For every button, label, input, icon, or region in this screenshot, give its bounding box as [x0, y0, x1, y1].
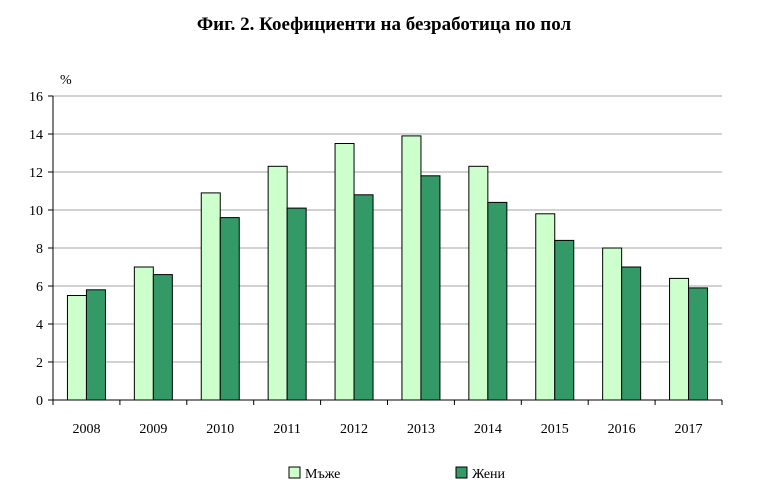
y-tick-label-8: 8	[36, 242, 43, 257]
x-tick-label-2012: 2012	[340, 422, 368, 437]
legend-label-Мъже: Мъже	[305, 467, 340, 482]
x-axis-ticks: 2008 2009 2010 2011 2012 2013 2014 2015 2016 2017	[52, 400, 723, 437]
bar-Жени-2013	[420, 175, 441, 401]
x-tick-label-2017: 2017	[675, 422, 703, 437]
bar-Мъже-2012	[334, 143, 355, 401]
bar-Жени-2016	[621, 266, 642, 401]
bar-Жени-2014	[487, 201, 508, 401]
bars	[66, 135, 709, 401]
legend-swatch-Мъже	[288, 466, 301, 479]
bar-Жени-2011	[286, 207, 307, 401]
bar-Мъже-2009	[133, 266, 154, 401]
y-tick-label-6: 6	[36, 280, 43, 295]
y-axis-ticks: 0 2 4 6 8 10 12 14 16	[29, 90, 53, 409]
bar-Мъже-2008	[66, 295, 87, 401]
x-tick-label-2016: 2016	[608, 422, 636, 437]
x-tick-label-2013: 2013	[407, 422, 435, 437]
x-tick-label-2010: 2010	[206, 422, 234, 437]
bar-Мъже-2016	[602, 247, 623, 401]
legend: Мъже Жени	[288, 466, 506, 482]
bar-Жени-2010	[219, 217, 240, 401]
y-tick-label-2: 2	[36, 356, 43, 371]
x-tick-label-2009: 2009	[139, 422, 167, 437]
chart-title: Фиг. 2. Коефициенти на безработица по по…	[196, 14, 572, 35]
bar-Мъже-2013	[401, 135, 422, 401]
x-tick-label-2015: 2015	[541, 422, 569, 437]
legend-label-Жени: Жени	[472, 467, 506, 482]
legend-swatch-Жени	[455, 466, 468, 479]
y-tick-label-0: 0	[36, 394, 43, 409]
y-tick-label-16: 16	[29, 90, 43, 105]
y-tick-label-10: 10	[29, 204, 43, 219]
bar-Мъже-2017	[669, 277, 690, 401]
bar-Жени-2012	[353, 194, 374, 401]
y-tick-label-12: 12	[29, 166, 43, 181]
y-tick-label-14: 14	[29, 128, 43, 143]
x-tick-label-2011: 2011	[273, 422, 300, 437]
bar-Мъже-2015	[535, 213, 556, 401]
bar-Мъже-2011	[267, 165, 288, 401]
y-tick-label-4: 4	[36, 318, 43, 333]
bar-Жени-2015	[554, 239, 575, 401]
bar-Мъже-2014	[468, 165, 489, 401]
bar-Жени-2008	[85, 289, 106, 401]
bar-Жени-2009	[152, 274, 173, 401]
x-tick-label-2014: 2014	[474, 422, 502, 437]
x-tick-label-2008: 2008	[72, 422, 100, 437]
bar-Мъже-2010	[200, 192, 221, 401]
y-axis-unit-label: %	[60, 73, 72, 88]
bar-Жени-2017	[688, 287, 709, 401]
